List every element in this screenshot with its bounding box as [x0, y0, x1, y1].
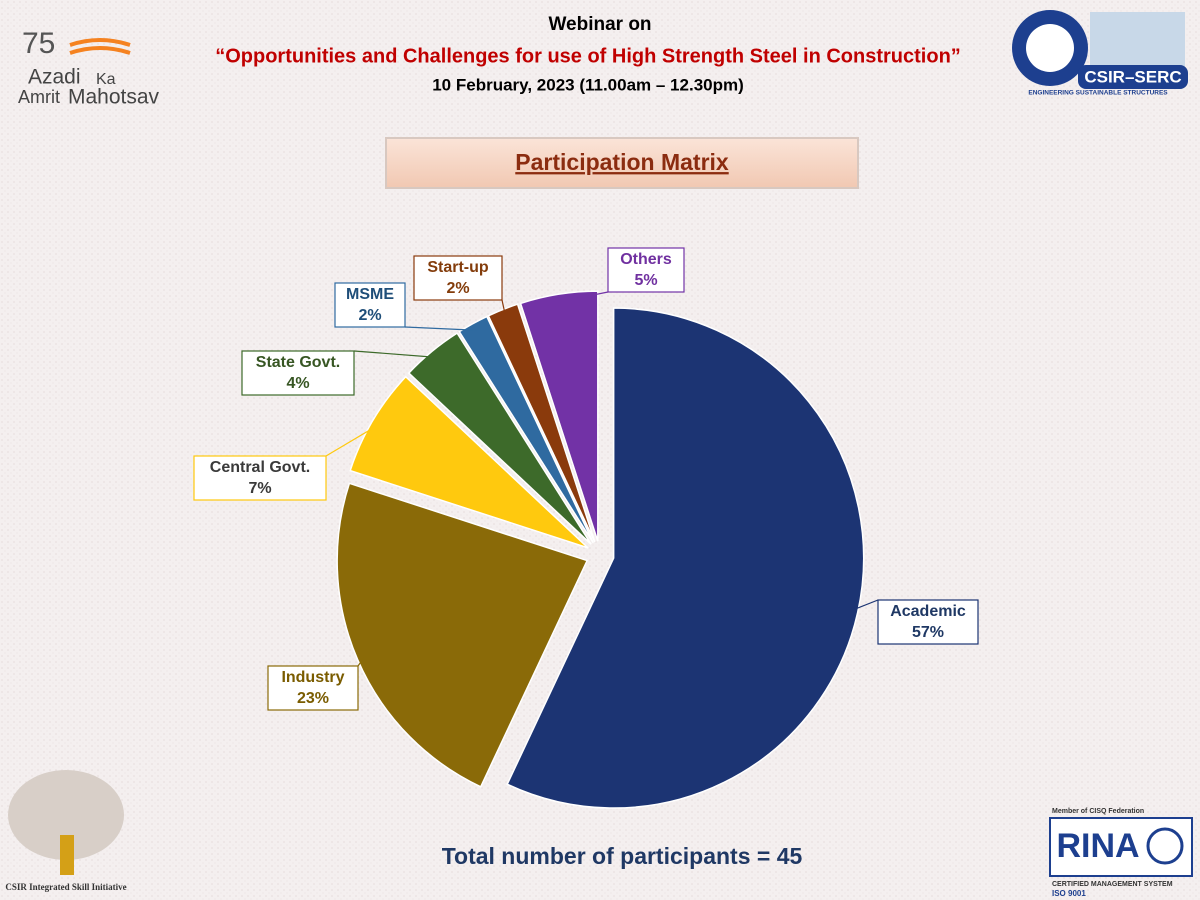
slice-label: Industry: [281, 669, 344, 686]
header-title: “Opportunities and Challenges for use of…: [215, 45, 961, 67]
leader-line: [559, 291, 609, 303]
leader-line: [404, 326, 477, 331]
slice-label: Start-up: [427, 259, 489, 276]
leader-line: [501, 299, 507, 317]
slice-value-label: 5%: [634, 272, 657, 289]
header-line: Webinar on: [548, 14, 651, 35]
label-box: [877, 599, 979, 645]
pie-slice: [506, 307, 865, 809]
label-box: [193, 455, 327, 501]
slice-label: Academic: [890, 603, 966, 620]
slice-value-label: 23%: [297, 690, 329, 707]
pie-slice: [519, 290, 599, 542]
cisq-text: Member of CISQ Federation: [1052, 808, 1144, 815]
leader-line: [357, 656, 366, 667]
slice-label: State Govt.: [256, 354, 340, 371]
csir-picture: [1090, 12, 1185, 67]
footer-total: Total number of participants = 45: [442, 843, 803, 869]
label-box: [267, 665, 359, 711]
logo-text: Ka: [96, 71, 116, 88]
csir-tag: ENGINEERING SUSTAINABLE STRUCTURES: [1028, 90, 1168, 97]
label-box: [607, 247, 685, 293]
slice-value-label: 57%: [912, 624, 944, 641]
logo-75: 75: [22, 27, 55, 60]
pie-slice: [458, 315, 594, 544]
skill-logo: CSIR Integrated Skill Initiative: [5, 770, 127, 892]
csir-name: CSIR–SERC: [1084, 67, 1181, 86]
slice-label: Others: [620, 251, 672, 268]
flag-stroke: [69, 38, 131, 55]
iqnet-seal: [1146, 827, 1184, 865]
leader-line: [353, 350, 437, 358]
slice-value-label: 2%: [446, 280, 469, 297]
chart-title: Participation Matrix: [515, 149, 729, 175]
logo-text: Azadi: [28, 66, 81, 89]
slice-label: MSME: [346, 286, 394, 303]
skill-figure: [60, 835, 74, 875]
label-box: [241, 350, 355, 396]
skill-text: CSIR Integrated Skill Initiative: [5, 882, 126, 892]
logo-text: Mahotsav: [68, 86, 160, 109]
iso-text: ISO 9001: [1052, 889, 1086, 898]
label-box: [413, 255, 503, 301]
label-box: [334, 282, 406, 328]
slice-value-label: 4%: [286, 375, 309, 392]
pie-slice: [336, 482, 589, 788]
leader-line: [325, 423, 380, 457]
leader-line: [850, 599, 879, 612]
logo-text: Amrit: [18, 87, 60, 107]
slice-label: Central Govt.: [210, 459, 310, 476]
skill-cloud: [8, 770, 124, 860]
csir-badge: [1078, 65, 1188, 89]
csir-emblem-inner: [1026, 24, 1074, 72]
rina-text: RINA: [1056, 827, 1139, 865]
rina-logo: Member of CISQ Federation RINA CERTIFIED…: [1049, 808, 1193, 898]
header-date: 10 February, 2023 (11.00am – 12.30pm): [432, 75, 744, 94]
cms-text: CERTIFIED MANAGEMENT SYSTEM: [1052, 881, 1173, 888]
slice-value-label: 2%: [358, 307, 381, 324]
pie-slice: [407, 332, 592, 545]
slice-value-label: 7%: [248, 480, 271, 497]
azadi-logo: 75 Azadi Ka Amrit Mahotsav: [18, 27, 160, 109]
csir-logo: CSIR–SERC ENGINEERING SUSTAINABLE STRUCT…: [1012, 10, 1188, 97]
pie-slice: [349, 375, 589, 549]
title-box: [385, 137, 859, 189]
pie-slice: [487, 303, 596, 543]
